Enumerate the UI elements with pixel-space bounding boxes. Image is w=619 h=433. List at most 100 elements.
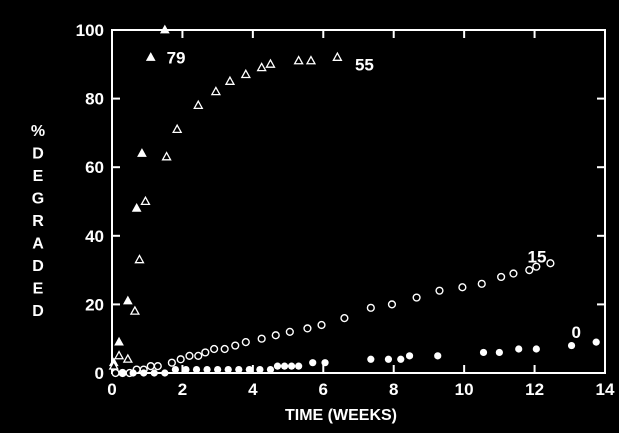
data-point-15 bbox=[387, 300, 397, 309]
y-tick-label: 20 bbox=[85, 295, 104, 314]
y-axis-title-letter: E bbox=[33, 168, 44, 185]
data-point-0 bbox=[203, 365, 211, 374]
data-point-55 bbox=[210, 86, 221, 96]
data-point-15 bbox=[111, 368, 120, 378]
data-point-79 bbox=[137, 148, 147, 157]
x-tick-label: 10 bbox=[455, 380, 474, 399]
data-point-0 bbox=[171, 365, 179, 374]
data-point-55 bbox=[140, 195, 151, 206]
y-axis-title-letter: D bbox=[32, 258, 44, 275]
data-point-15 bbox=[366, 303, 375, 312]
data-point-0 bbox=[224, 365, 232, 374]
data-point-15 bbox=[201, 348, 210, 357]
data-point-15 bbox=[546, 259, 555, 268]
y-tick-label: 80 bbox=[85, 90, 104, 109]
data-point-55 bbox=[172, 123, 183, 133]
data-point-0 bbox=[256, 365, 264, 374]
data-point-15 bbox=[412, 293, 421, 302]
y-tick-label: 60 bbox=[85, 158, 104, 177]
data-point-15 bbox=[303, 324, 312, 333]
series-label-0: 0 bbox=[572, 323, 581, 342]
data-point-0 bbox=[129, 369, 137, 377]
x-tick-label: 12 bbox=[525, 380, 544, 399]
data-point-0 bbox=[192, 365, 201, 374]
data-point-0 bbox=[245, 365, 253, 374]
data-point-0 bbox=[150, 369, 158, 377]
data-point-55 bbox=[332, 51, 343, 61]
y-axis-title-letter: R bbox=[32, 213, 44, 230]
data-point-0 bbox=[405, 352, 414, 360]
data-point-55 bbox=[240, 68, 251, 79]
data-point-15 bbox=[153, 362, 162, 371]
data-point-15 bbox=[532, 262, 541, 271]
data-point-55 bbox=[134, 254, 145, 264]
data-point-55 bbox=[108, 360, 119, 370]
data-point-15 bbox=[271, 331, 280, 340]
series-label-15: 15 bbox=[528, 247, 547, 266]
data-point-0 bbox=[266, 365, 275, 374]
data-point-15 bbox=[458, 283, 467, 292]
series-label-79: 79 bbox=[167, 48, 186, 67]
data-point-15 bbox=[477, 279, 486, 288]
y-axis-title-letter: G bbox=[32, 191, 44, 208]
data-point-15 bbox=[241, 338, 250, 347]
data-point-0 bbox=[140, 369, 148, 377]
data-point-0 bbox=[567, 341, 576, 350]
y-tick-label: 0 bbox=[95, 364, 104, 383]
data-point-55 bbox=[113, 350, 125, 360]
data-point-55 bbox=[305, 55, 317, 65]
data-point-55 bbox=[193, 99, 204, 109]
data-point-15 bbox=[194, 351, 203, 360]
x-tick-label: 6 bbox=[319, 380, 328, 399]
x-axis-title: TIME (WEEKS) bbox=[285, 407, 397, 424]
data-point-55 bbox=[161, 151, 172, 161]
data-point-0 bbox=[397, 355, 405, 363]
plot-area-border bbox=[111, 29, 606, 374]
axis-ticks bbox=[111, 29, 606, 374]
y-tick-label: 100 bbox=[76, 21, 104, 40]
data-point-15 bbox=[317, 320, 326, 330]
data-point-55 bbox=[122, 353, 133, 363]
data-point-0 bbox=[295, 362, 303, 370]
data-point-15 bbox=[220, 344, 229, 354]
x-tick-label: 2 bbox=[178, 380, 187, 399]
data-point-0 bbox=[235, 365, 243, 374]
series-labels: 79 55 15 0 bbox=[167, 48, 581, 341]
data-point-0 bbox=[309, 359, 317, 367]
data-point-15 bbox=[185, 351, 194, 360]
data-point-15 bbox=[435, 286, 444, 295]
data-point-0 bbox=[515, 345, 523, 353]
x-tick-label: 14 bbox=[596, 380, 615, 399]
data-point-79 bbox=[159, 24, 170, 34]
data-point-15 bbox=[231, 341, 240, 350]
data-point-0 bbox=[182, 365, 190, 374]
data-point-55 bbox=[256, 62, 267, 72]
data-point-15 bbox=[257, 334, 266, 343]
data-point-15 bbox=[340, 314, 349, 323]
y-axis-title-letter: D bbox=[32, 303, 44, 320]
data-point-15 bbox=[210, 344, 219, 354]
data-point-0 bbox=[532, 345, 540, 353]
data-point-15 bbox=[285, 327, 294, 336]
data-point-15 bbox=[146, 362, 155, 371]
data-point-0 bbox=[434, 352, 442, 360]
data-point-15 bbox=[497, 272, 506, 282]
data-point-79 bbox=[114, 336, 124, 346]
data-point-15 bbox=[176, 355, 185, 364]
data-point-15 bbox=[525, 266, 534, 275]
data-point-0 bbox=[367, 355, 375, 363]
data-point-0 bbox=[214, 365, 222, 374]
y-axis-title-letter: % bbox=[31, 123, 45, 140]
x-tick-label: 0 bbox=[107, 380, 116, 399]
data-point-79 bbox=[145, 52, 156, 61]
data-point-0 bbox=[479, 348, 488, 357]
y-axis-title-letter: E bbox=[33, 281, 44, 298]
series-label-55: 55 bbox=[355, 55, 374, 74]
data-point-0 bbox=[161, 369, 169, 377]
data-point-15 bbox=[509, 269, 518, 278]
data-point-55 bbox=[129, 305, 140, 315]
axis-tick-labels: 0 2 4 6 8 10 12 14 0 20 40 60 80 100 bbox=[76, 21, 615, 399]
